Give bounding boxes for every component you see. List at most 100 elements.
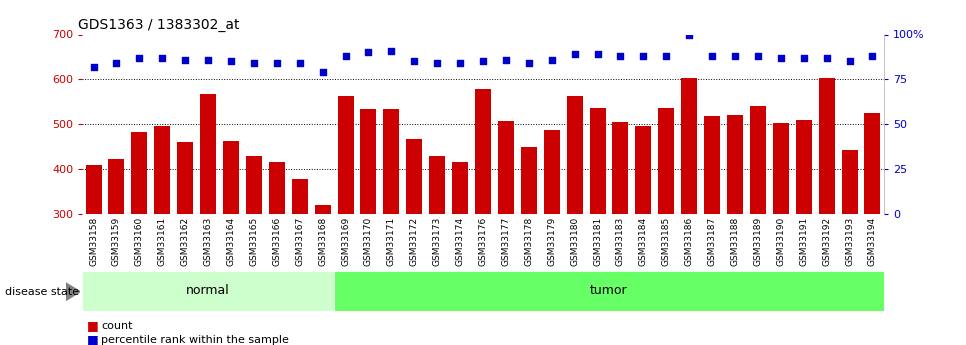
Bar — [865, 114, 880, 214]
Point — [86, 64, 101, 70]
Bar — [589, 108, 606, 214]
Text: GSM33183: GSM33183 — [616, 217, 625, 266]
Text: GSM33174: GSM33174 — [456, 217, 465, 266]
Point — [109, 60, 125, 66]
Text: GSM33185: GSM33185 — [662, 217, 670, 266]
Point — [704, 53, 720, 59]
Point — [636, 53, 651, 59]
Text: GSM33186: GSM33186 — [685, 217, 694, 266]
Text: normal: normal — [186, 284, 230, 297]
Text: count: count — [101, 321, 133, 331]
Point — [865, 53, 880, 59]
Point — [338, 53, 354, 59]
Text: GSM33178: GSM33178 — [525, 217, 533, 266]
Point — [315, 69, 330, 75]
Point — [567, 51, 582, 57]
Text: GSM33179: GSM33179 — [547, 217, 556, 266]
Text: GSM33192: GSM33192 — [822, 217, 831, 266]
Bar — [407, 139, 422, 214]
Text: percentile rank within the sample: percentile rank within the sample — [101, 335, 289, 345]
Polygon shape — [66, 283, 80, 300]
Point — [131, 55, 147, 61]
Text: GSM33194: GSM33194 — [867, 217, 877, 266]
Point — [681, 32, 696, 37]
Point — [246, 60, 262, 66]
Text: GSM33168: GSM33168 — [318, 217, 327, 266]
Bar — [360, 108, 377, 214]
Bar — [334, 271, 884, 310]
Bar — [246, 156, 262, 214]
Bar — [521, 147, 537, 214]
Bar — [177, 142, 193, 214]
Text: GSM33171: GSM33171 — [386, 217, 396, 266]
Point — [773, 55, 788, 61]
Point — [544, 57, 559, 62]
Bar — [544, 130, 559, 214]
Bar — [337, 96, 354, 214]
Text: ■: ■ — [87, 333, 99, 345]
Text: GSM33184: GSM33184 — [639, 217, 648, 266]
Bar — [452, 162, 469, 214]
Point — [178, 57, 193, 62]
Point — [475, 59, 491, 64]
Point — [498, 57, 514, 62]
Point — [270, 60, 285, 66]
Text: GSM33162: GSM33162 — [181, 217, 189, 266]
Point — [796, 55, 811, 61]
Text: GSM33167: GSM33167 — [296, 217, 304, 266]
Text: GSM33193: GSM33193 — [845, 217, 854, 266]
Text: GSM33181: GSM33181 — [593, 217, 602, 266]
Bar — [818, 78, 835, 214]
Text: GSM33163: GSM33163 — [204, 217, 213, 266]
Bar — [82, 271, 334, 310]
Bar — [269, 162, 285, 214]
Bar — [108, 159, 125, 214]
Point — [223, 59, 239, 64]
Bar — [155, 126, 170, 214]
Point — [727, 53, 743, 59]
Bar — [315, 205, 330, 214]
Text: disease state: disease state — [5, 287, 79, 296]
Bar — [796, 120, 811, 214]
Point — [819, 55, 835, 61]
Text: GSM33165: GSM33165 — [249, 217, 259, 266]
Text: GSM33161: GSM33161 — [157, 217, 167, 266]
Text: GSM33173: GSM33173 — [433, 217, 441, 266]
Text: GSM33191: GSM33191 — [799, 217, 809, 266]
Text: ■: ■ — [87, 319, 99, 333]
Bar — [384, 108, 399, 214]
Text: GSM33170: GSM33170 — [364, 217, 373, 266]
Text: GSM33158: GSM33158 — [89, 217, 99, 266]
Text: tumor: tumor — [590, 284, 628, 297]
Point — [360, 50, 376, 55]
Bar — [636, 126, 651, 214]
Bar — [200, 94, 216, 214]
Text: GSM33180: GSM33180 — [570, 217, 580, 266]
Point — [521, 60, 536, 66]
Bar — [704, 116, 720, 214]
Text: GSM33189: GSM33189 — [753, 217, 762, 266]
Bar — [223, 141, 239, 214]
Point — [452, 60, 468, 66]
Text: GSM33164: GSM33164 — [226, 217, 236, 266]
Point — [841, 59, 857, 64]
Text: GSM33159: GSM33159 — [112, 217, 121, 266]
Bar — [681, 78, 697, 214]
Bar — [612, 121, 629, 214]
Bar — [292, 179, 308, 214]
Point — [430, 60, 445, 66]
Bar — [429, 156, 445, 214]
Bar — [86, 166, 101, 214]
Text: GSM33190: GSM33190 — [777, 217, 785, 266]
Point — [612, 53, 628, 59]
Text: GDS1363 / 1383302_at: GDS1363 / 1383302_at — [78, 18, 240, 32]
Text: GSM33176: GSM33176 — [478, 217, 488, 266]
Text: GSM33172: GSM33172 — [410, 217, 419, 266]
Bar — [497, 121, 514, 214]
Bar — [727, 115, 743, 214]
Text: GSM33166: GSM33166 — [272, 217, 281, 266]
Point — [384, 48, 399, 53]
Text: GSM33188: GSM33188 — [730, 217, 740, 266]
Bar — [841, 150, 858, 214]
Point — [659, 53, 674, 59]
